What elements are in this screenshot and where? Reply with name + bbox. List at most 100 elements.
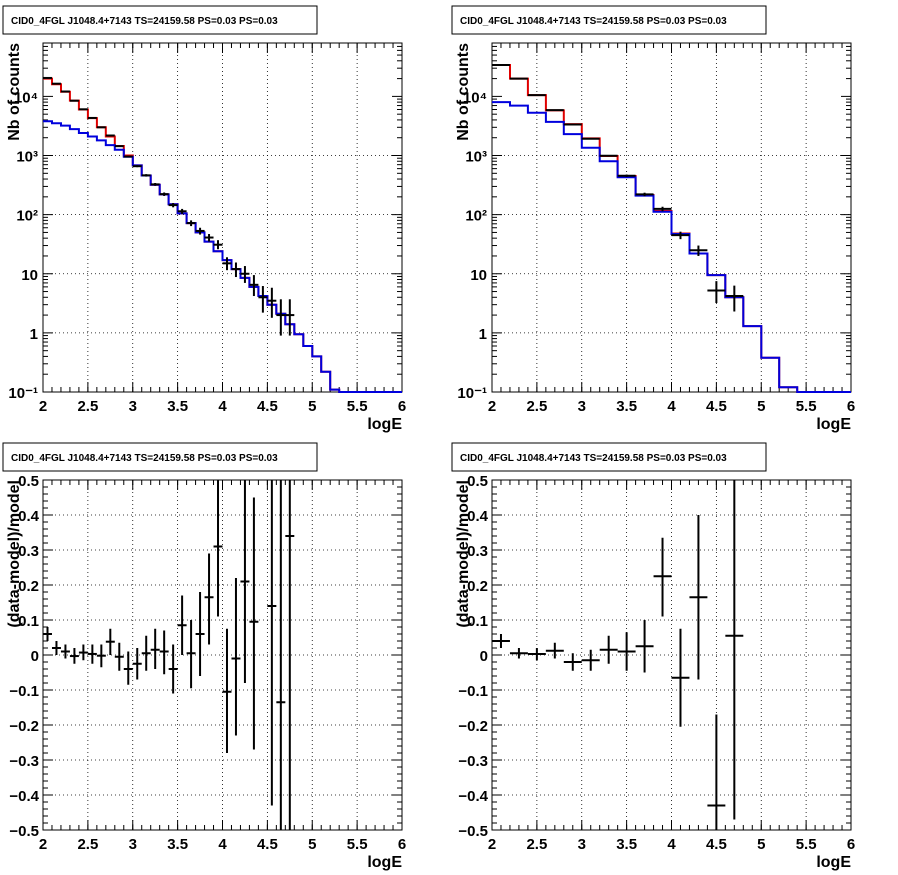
x-axis-title: logE: [816, 854, 851, 871]
data-point: [617, 632, 636, 671]
data-point: [150, 628, 160, 669]
data-point: [213, 240, 223, 250]
data-point: [141, 174, 151, 177]
x-tick-label: 5.5: [347, 836, 368, 853]
data-point: [123, 651, 133, 685]
x-tick-label: 3: [129, 836, 137, 853]
title-box: [2, 442, 318, 472]
x-tick-label: 2.5: [526, 836, 547, 853]
data-point: [222, 628, 232, 753]
x-tick-label: 5.5: [796, 398, 817, 415]
x-tick-label: 5.5: [347, 398, 368, 415]
data-point: [653, 537, 672, 617]
data-point: [213, 480, 223, 617]
data-point: [563, 123, 582, 126]
x-tick-label: 3: [578, 398, 586, 415]
title-box: [451, 442, 767, 472]
y-tick-label: 10²: [16, 208, 38, 225]
y-axis-title: Nb of counts: [455, 43, 472, 141]
y-tick-label: 0.5: [18, 473, 39, 490]
y-tick-label: 0.1: [467, 613, 488, 630]
data-point: [240, 480, 250, 683]
y-tick-label: 0.4: [467, 508, 489, 525]
data-point: [96, 126, 106, 129]
x-tick-label: 6: [398, 398, 406, 415]
y-tick-label: −0.5: [9, 823, 39, 840]
data-point: [60, 90, 70, 93]
data-point: [707, 281, 726, 304]
y-tick-label: 10⁻¹: [8, 385, 38, 402]
data-point: [545, 642, 564, 659]
data-point: [114, 145, 124, 148]
data-point: [527, 648, 546, 661]
plot-panel-2: CID0_4FGL J1048.4+7143 TS=24159.58 PS=0.…: [451, 5, 855, 433]
y-tick-label: −0.2: [9, 718, 39, 735]
data-point: [168, 203, 178, 208]
data-point: [671, 628, 690, 727]
data-point: [267, 480, 277, 806]
data-point: [222, 257, 232, 271]
data-point: [599, 154, 618, 157]
data-point: [177, 208, 187, 214]
x-tick-label: 6: [847, 836, 855, 853]
y-tick-label: 0.5: [467, 473, 488, 490]
title-box: [2, 5, 318, 35]
x-tick-label: 4: [667, 836, 676, 853]
data-point: [141, 635, 151, 671]
data-point: [123, 155, 133, 158]
x-tick-label: 4: [667, 398, 676, 415]
x-tick-label: 6: [398, 836, 406, 853]
data-point: [105, 628, 115, 655]
data-point: [186, 620, 196, 689]
data-point: [231, 262, 241, 278]
chart-title: CID0_4FGL J1048.4+7143 TS=24159.58 PS=0.…: [11, 16, 278, 27]
data-point: [276, 299, 286, 336]
data-point: [689, 515, 708, 680]
x-tick-label: 5: [308, 836, 316, 853]
data-point: [150, 182, 160, 186]
data-point: [168, 644, 178, 694]
data-point: [258, 286, 268, 313]
x-axis-title: logE: [367, 854, 402, 871]
y-tick-label: −0.3: [458, 753, 488, 770]
y-tick-label: 0.1: [18, 613, 39, 630]
y-tick-label: −0.5: [458, 823, 488, 840]
x-tick-label: 3.5: [167, 398, 188, 415]
x-tick-label: 3: [578, 836, 586, 853]
plot-panel-4: CID0_4FGL J1048.4+7143 TS=24159.58 PS=0.…: [451, 442, 855, 871]
x-tick-label: 4.5: [257, 398, 278, 415]
data-point: [195, 592, 205, 676]
data-point: [159, 630, 169, 675]
y-tick-label: 0: [31, 648, 39, 665]
data-point: [96, 644, 106, 668]
x-tick-label: 3: [129, 398, 137, 415]
chart-title: CID0_4FGL J1048.4+7143 TS=24159.58 PS=0.…: [11, 453, 278, 464]
data-point: [114, 642, 124, 671]
y-axis-title: (data-model)/model: [6, 480, 23, 628]
chart-title: CID0_4FGL J1048.4+7143 TS=24159.58 PS=0.…: [460, 453, 727, 464]
x-tick-label: 5.5: [796, 836, 817, 853]
data-point: [51, 641, 61, 655]
x-tick-label: 2: [488, 836, 496, 853]
y-tick-label: 10⁻¹: [457, 385, 487, 402]
y-tick-label: 0.3: [467, 543, 488, 560]
data-point: [563, 653, 582, 671]
data-point: [132, 648, 142, 680]
data-point: [725, 480, 744, 820]
data-point: [177, 595, 187, 655]
y-tick-label: −0.3: [9, 753, 39, 770]
x-tick-label: 3.5: [616, 836, 637, 853]
y-tick-label: 1: [30, 326, 38, 343]
x-tick-label: 2.5: [77, 836, 98, 853]
y-tick-label: 10⁴: [14, 89, 38, 106]
data-point: [276, 480, 286, 830]
data-point: [60, 644, 70, 659]
x-tick-label: 6: [847, 398, 855, 415]
data-point: [105, 134, 115, 137]
y-tick-label: 10: [470, 267, 487, 284]
data-point: [689, 245, 708, 256]
data-point: [186, 220, 196, 227]
plot-panel-1: CID0_4FGL J1048.4+7143 TS=24159.58 PS=0.…: [2, 5, 406, 433]
data-point: [581, 649, 600, 671]
